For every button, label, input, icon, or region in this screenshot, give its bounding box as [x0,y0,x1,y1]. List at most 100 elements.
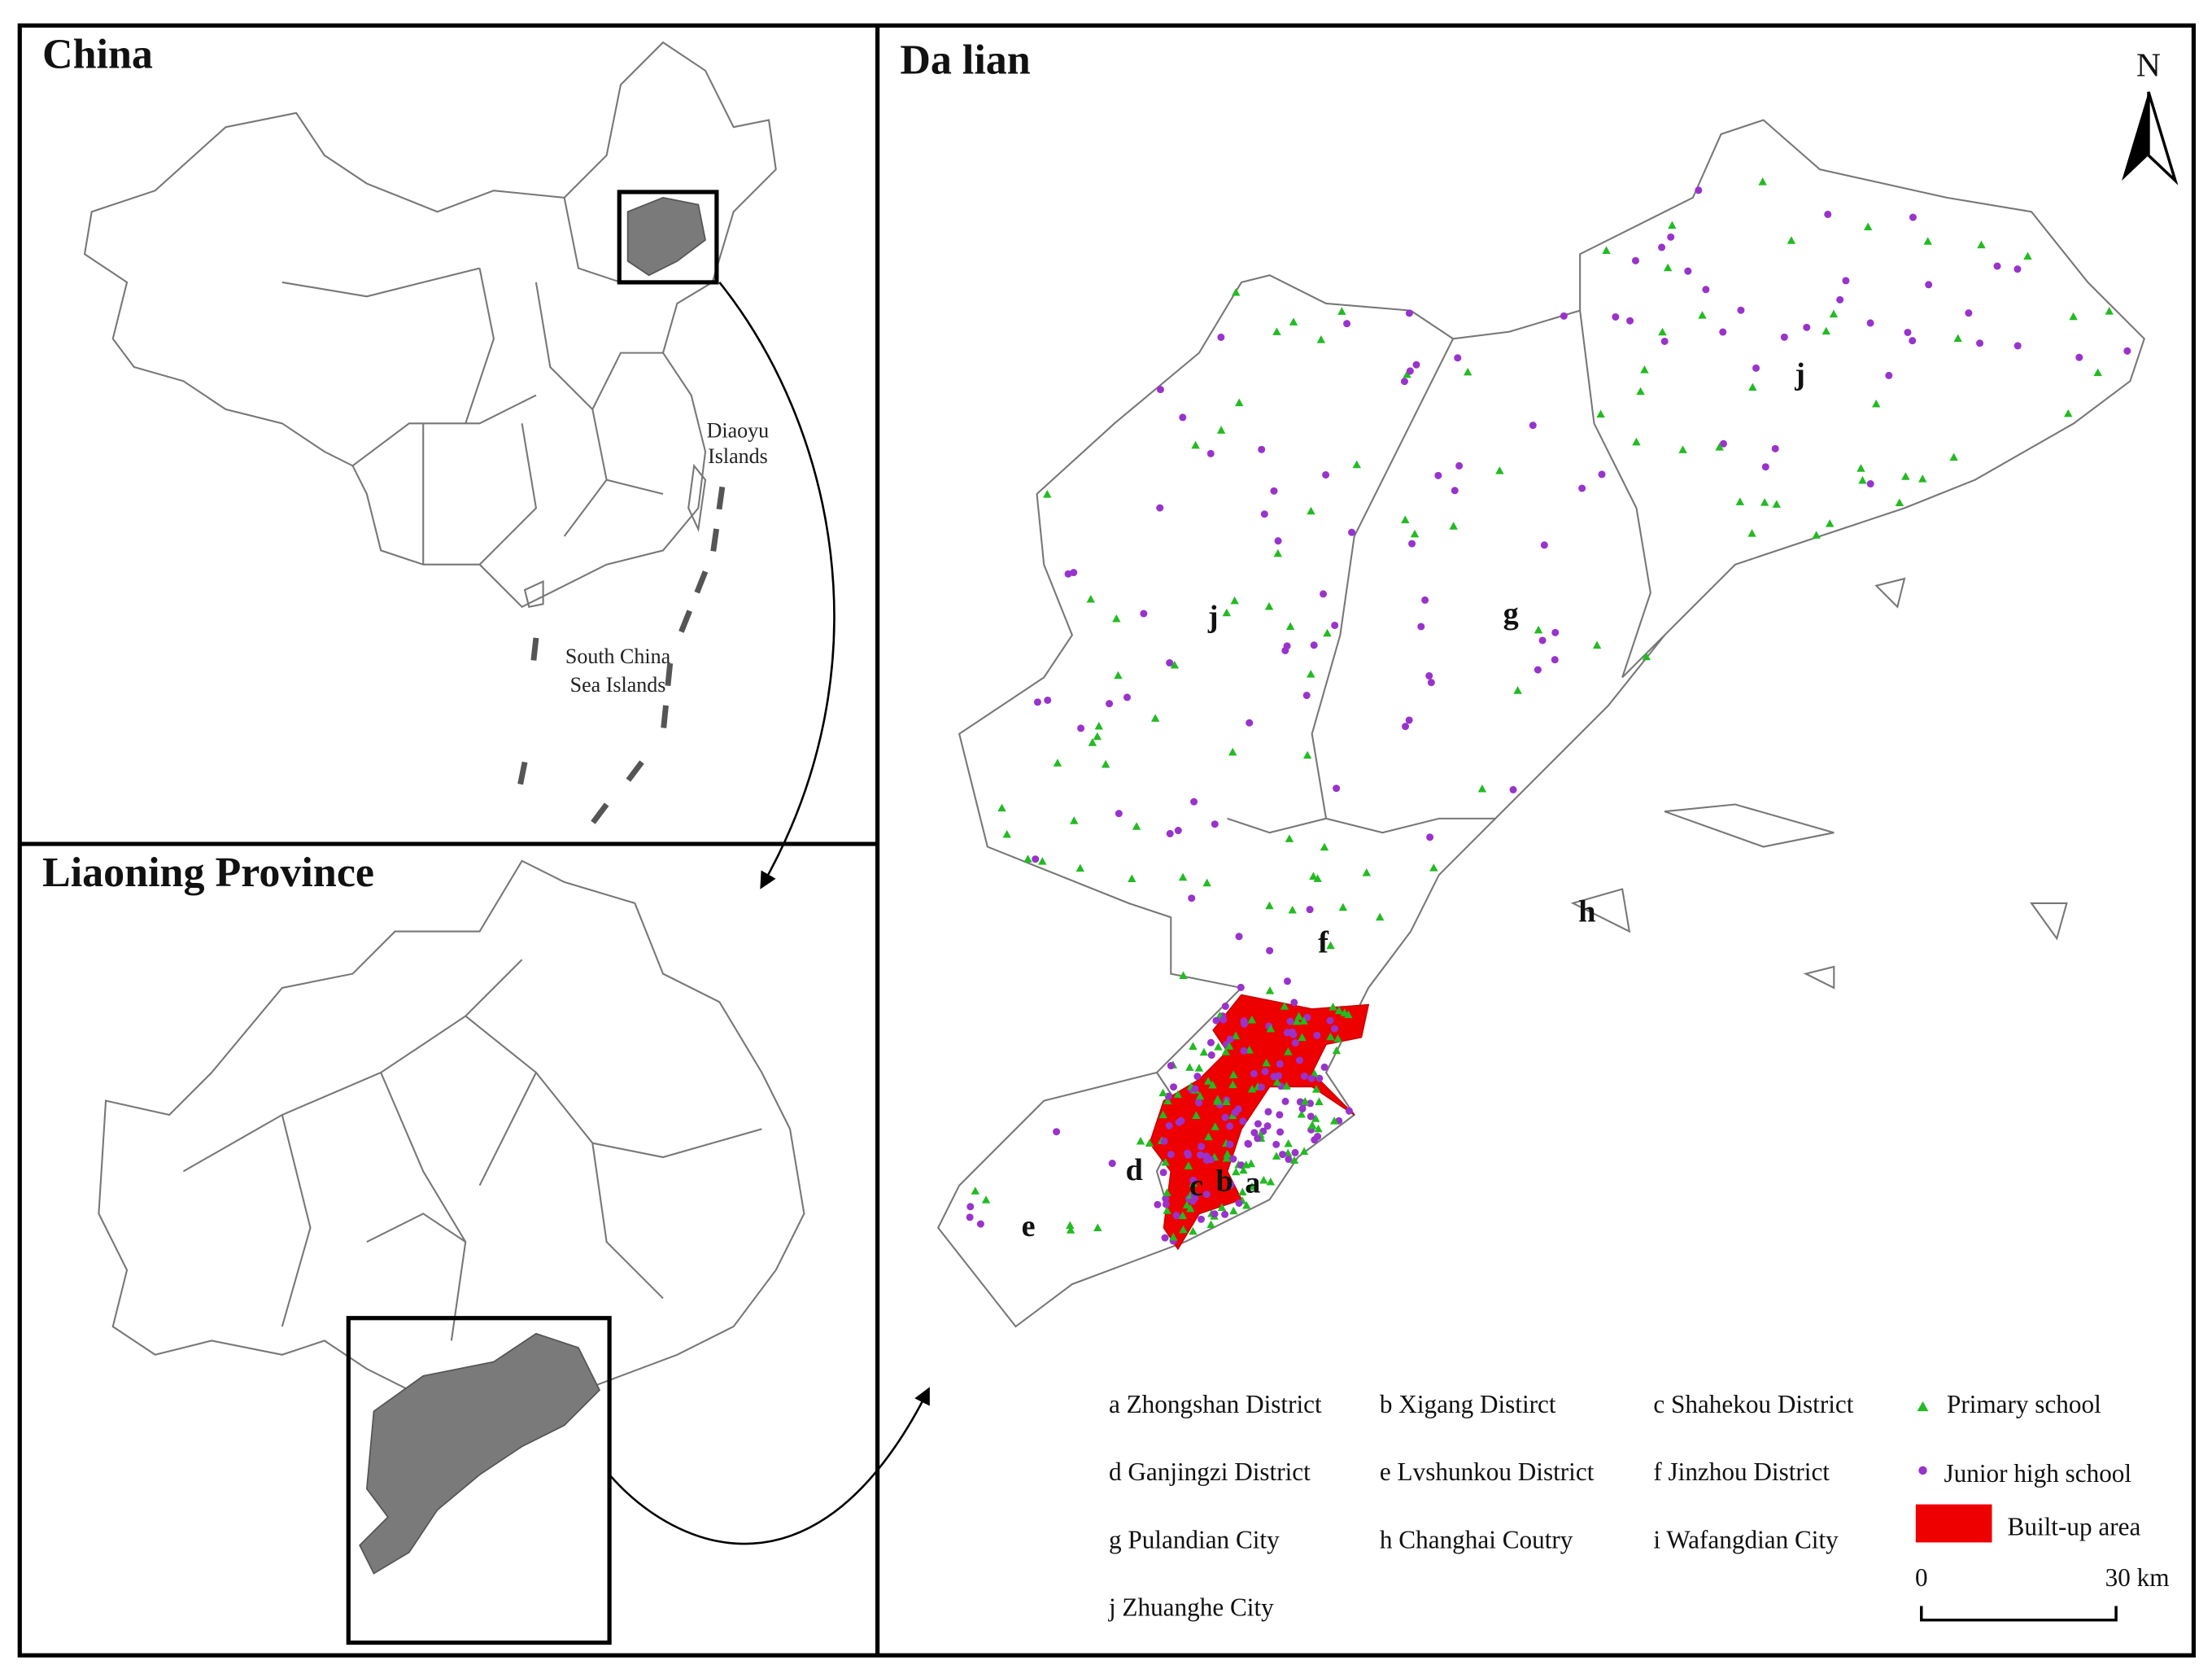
primary-school [1299,1016,1308,1025]
junior-school [1684,267,1692,275]
primary-school [1086,594,1095,603]
primary-school [1132,822,1141,830]
primary-school [1158,1110,1167,1119]
primary-school [1642,652,1651,661]
primary-school [1203,1077,1213,1085]
junior-school [1283,977,1291,985]
junior-school [1412,361,1420,369]
primary-school [1224,1042,1234,1050]
primary-school [1002,829,1011,838]
junior-school [1221,1210,1229,1218]
primary-school [1977,240,1986,249]
primary-school [1266,1177,1276,1186]
primary-school [1333,1033,1342,1042]
primary-school [1513,686,1522,694]
junior-school [1166,829,1174,837]
primary-school [1222,1097,1231,1106]
primary-school [1114,671,1123,680]
junior-school [1295,1056,1303,1064]
junior-school [1400,378,1408,386]
scale-label: 0 [1915,1563,1928,1592]
junior-school [1108,1160,1116,1168]
legend-label: g Pulandian City [1109,1525,1280,1553]
junior-school [1206,449,1215,457]
primary-school [1949,452,1958,461]
junior-school [1842,277,1850,285]
primary-school [1329,1003,1337,1011]
primary-school [1323,628,1332,637]
junior-school [1123,693,1131,701]
primary-school [1136,1136,1145,1145]
primary-school [1320,842,1329,851]
junior-school [1276,1128,1285,1136]
junior-school [1198,1143,1206,1151]
junior-school [1904,328,1912,336]
primary-school [1264,601,1274,610]
junior-school [1270,487,1278,495]
liaoning-map [98,859,930,1645]
junior-school [1197,1215,1205,1223]
primary-school [1923,237,1932,245]
primary-school [1314,1124,1323,1133]
primary-school [1429,863,1438,872]
primary-school [1246,1159,1256,1168]
junior-school [1211,820,1219,828]
junior-school [966,1203,975,1211]
junior-school [1311,1136,1319,1144]
primary-school [1228,747,1237,756]
junior-school [1276,1060,1284,1068]
junior-school [1206,1156,1215,1164]
primary-school [1259,1175,1268,1184]
junior-school [1331,1025,1339,1033]
junior-school [1540,541,1548,549]
primary-school [1285,622,1295,631]
primary-school [1895,498,1904,507]
primary-school [1247,1085,1257,1093]
junior-school [1307,1099,1315,1108]
district-label: f [1318,926,1329,960]
primary-school [1735,497,1745,505]
junior-school [1421,596,1429,604]
junior-school [1260,510,1268,518]
junior-school [1191,1085,1199,1093]
primary-school [1272,1077,1282,1086]
junior-school [1053,1128,1061,1136]
primary-school [1294,1012,1303,1020]
primary-school [1066,1226,1075,1234]
primary-school [1334,1006,1344,1015]
primary-school [1213,1097,1222,1105]
junior-school [1235,1199,1243,1208]
junior-school [1274,537,1282,545]
primary-school [1163,1206,1171,1214]
district-label: b [1216,1165,1233,1199]
primary-school [1231,287,1241,296]
junior-school [1803,323,1811,331]
junior-school [1925,281,1933,289]
junior-school [1320,590,1328,598]
junior-school [1263,1122,1272,1130]
junior-school [1824,210,1832,218]
legend: a Zhongshan District b Xigang Distirct c S… [1108,1390,2118,1622]
primary-school [1901,472,1910,480]
primary-school [1289,1156,1299,1165]
primary-school [1787,236,1796,244]
junior-school [1166,659,1174,667]
junior-school [1836,295,1844,304]
junior-school [1551,628,1560,636]
primary-school [1285,834,1294,842]
junior-school [1719,439,1727,448]
primary-school [1169,1232,1178,1241]
primary-school [1309,872,1318,881]
primary-school [1602,246,1611,255]
map-label: South China [565,645,671,668]
panel-title: China [42,31,153,77]
junior-school [1032,855,1040,863]
primary-school [1273,548,1282,557]
junior-school [1156,504,1164,512]
junior-school [1885,371,1893,379]
primary-school [1053,758,1062,767]
junior-school [1345,1107,1353,1115]
junior-school [1190,797,1198,806]
